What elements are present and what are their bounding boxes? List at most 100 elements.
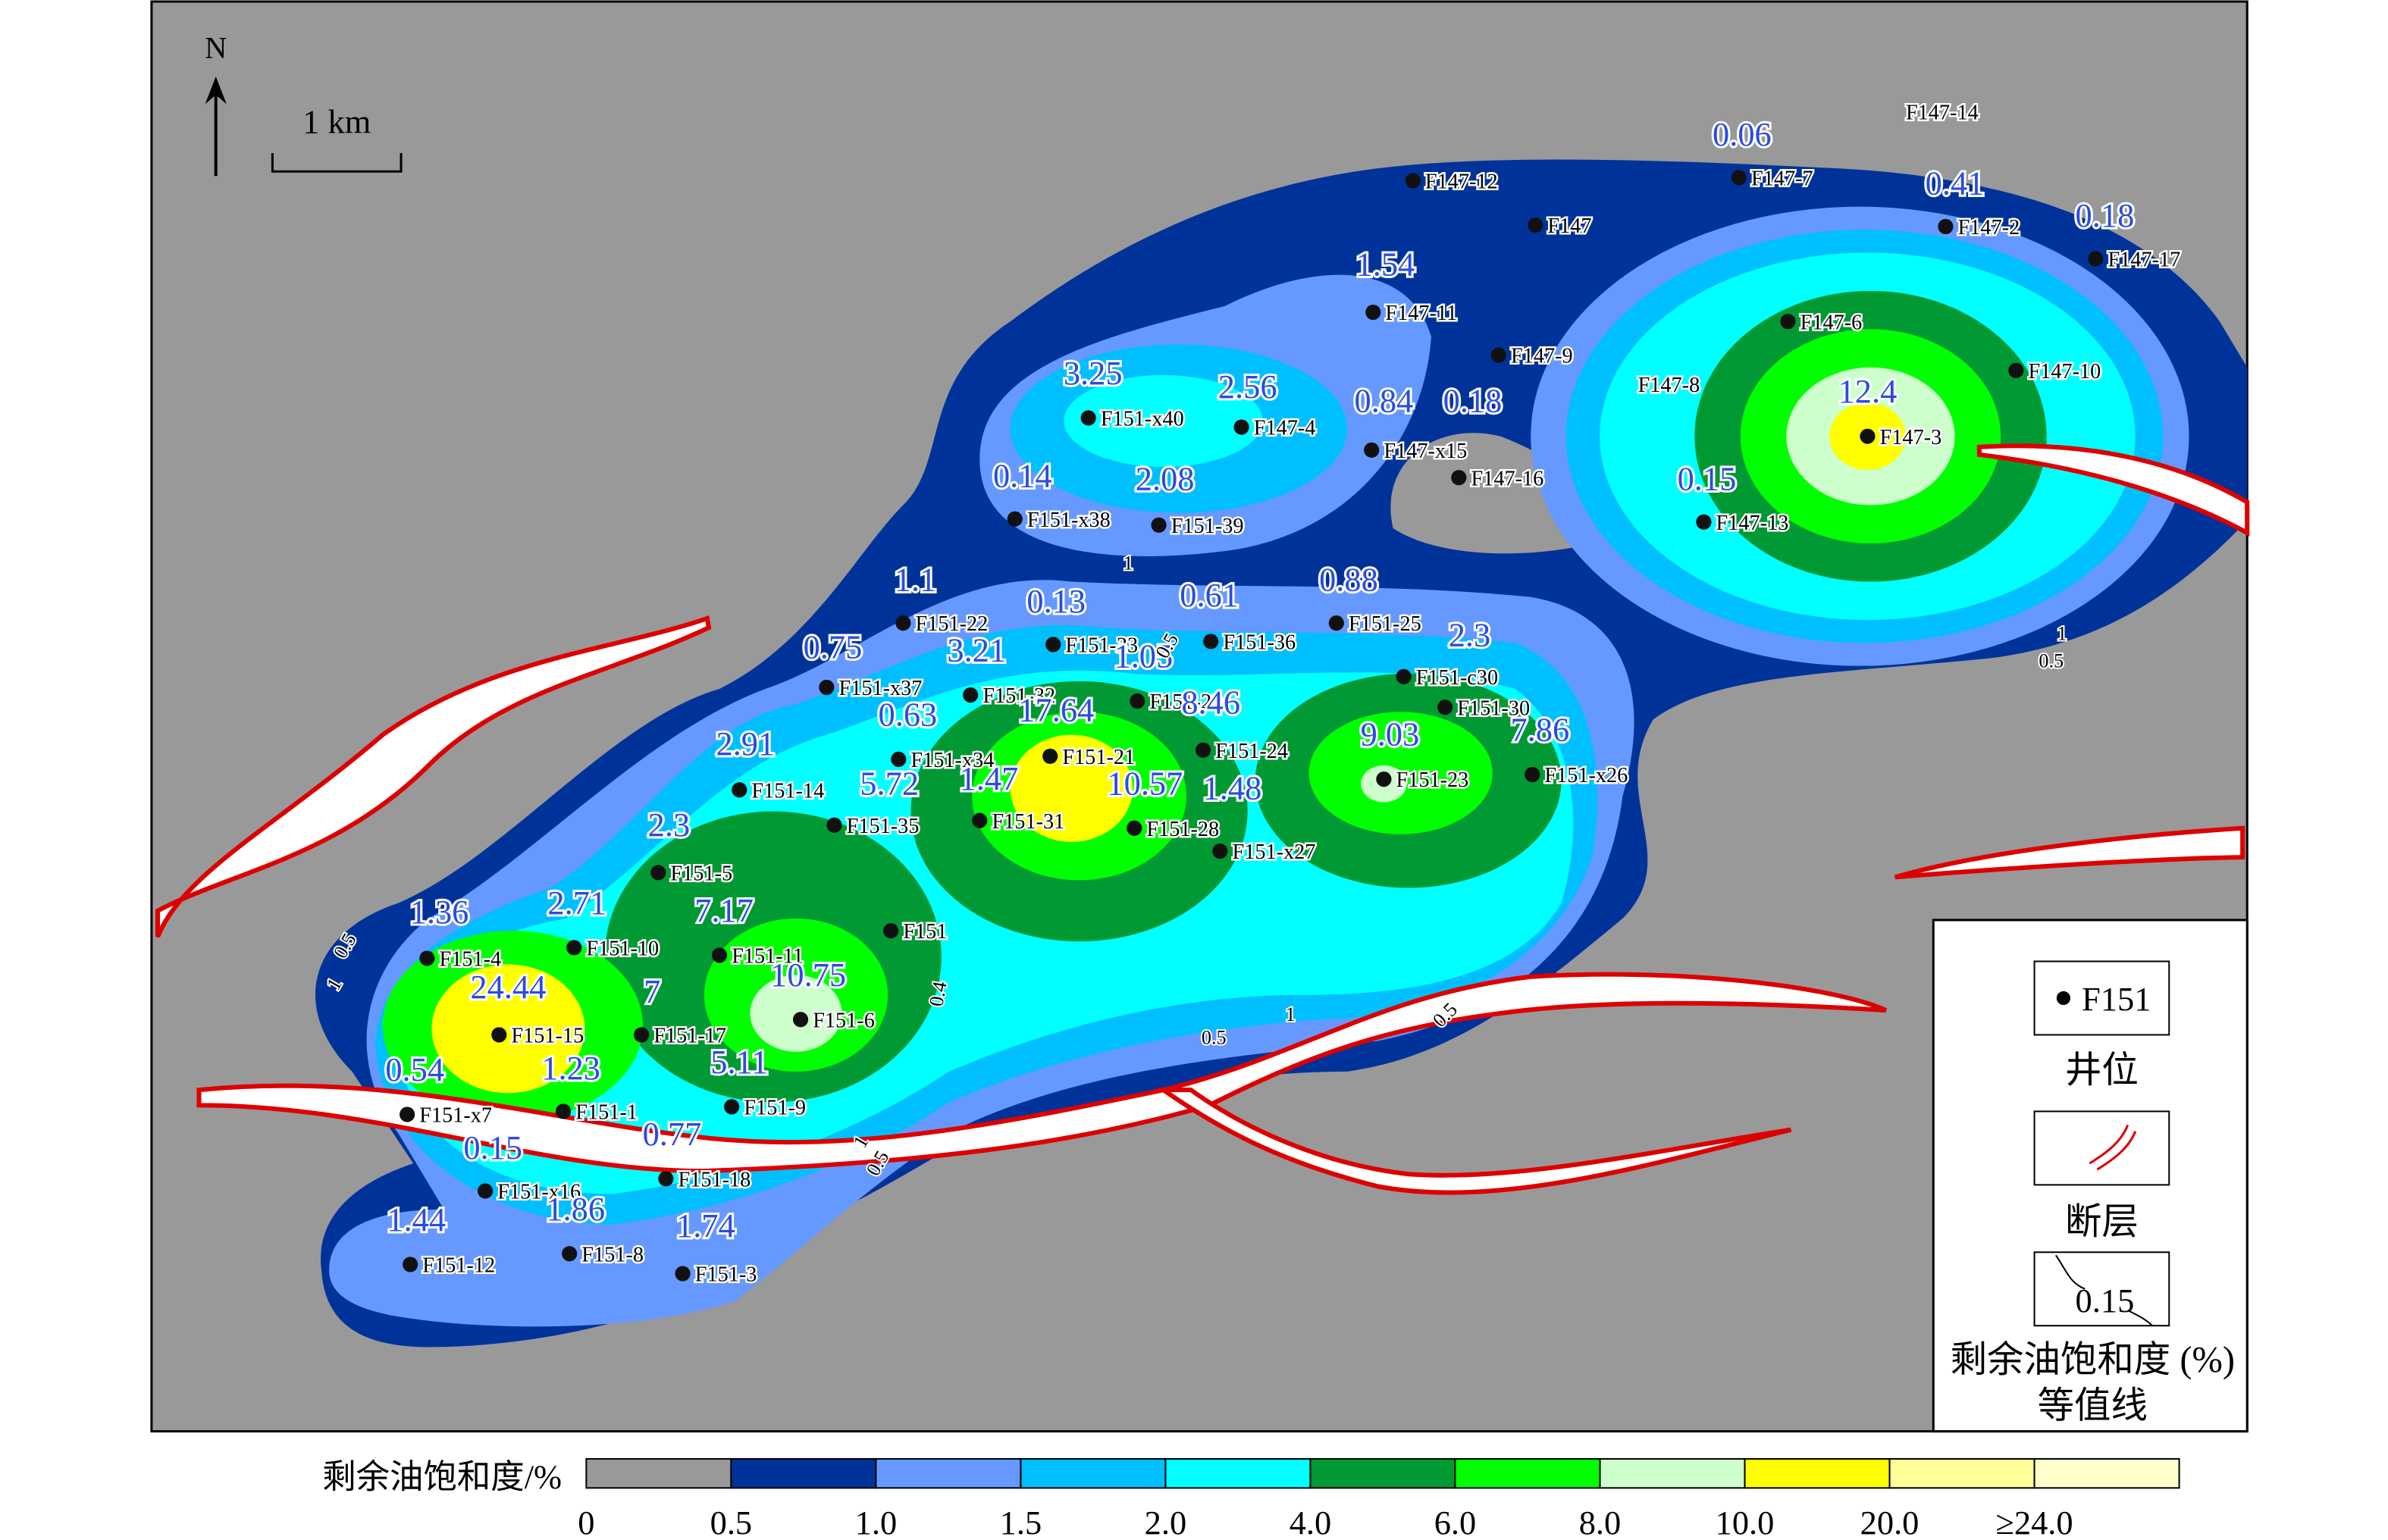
colorbar-swatch (1309, 1457, 1456, 1489)
contour-label: 0.5 (1202, 1027, 1227, 1049)
colorbar-swatch (1599, 1457, 1746, 1489)
well-name: F151-6 (813, 1009, 875, 1032)
well-dot (1376, 772, 1392, 787)
colorbar-swatch (2033, 1457, 2180, 1489)
colorbar-tick-label: ≥24.0 (1996, 1504, 2073, 1540)
well-dot (732, 782, 747, 798)
well-dot (1860, 428, 1876, 444)
well-name: F151-23 (1396, 768, 1469, 792)
well-name: F147-12 (1425, 170, 1498, 193)
colorbar-tick-label: 1.5 (1000, 1504, 1042, 1540)
well-value: 10.75 (770, 956, 846, 994)
colorbar-tick-label: 20.0 (1860, 1504, 1919, 1540)
well-name: F151-11 (732, 945, 804, 969)
wells: F147-14F147-12F147F147-70.06F147-20.41F1… (383, 99, 2182, 1288)
well-value: 5.72 (860, 764, 919, 802)
legend-contour-sample: 0.15 (2076, 1282, 2135, 1319)
well-name: F151-31 (992, 810, 1064, 834)
well-dot (1212, 843, 1228, 859)
contour-label: 1 (1123, 552, 1133, 574)
well-dot (650, 865, 666, 881)
well-name: F147-13 (1716, 512, 1789, 535)
colorbar-swatch (1454, 1457, 1601, 1489)
faults (155, 443, 2250, 1195)
well-value: 1.1 (895, 561, 937, 599)
well-value: 2.56 (1218, 368, 1277, 405)
well-dot (1365, 304, 1381, 321)
well-name: F151-29 (1149, 690, 1222, 714)
colorbar-tick-label: 0 (578, 1504, 594, 1540)
well-name: F147-3 (1880, 426, 1942, 449)
well-value: 1.36 (410, 893, 469, 931)
well-value: 3.25 (1064, 354, 1123, 392)
well-name: F151-14 (751, 779, 824, 803)
well-value: 1.05 (1114, 637, 1173, 675)
well-dot (1364, 442, 1380, 458)
north-label: N (205, 31, 227, 65)
well-dot (1196, 742, 1211, 758)
well-dot (826, 817, 842, 833)
well-value: 3.21 (947, 631, 1006, 669)
legend-fault: 断层 (2065, 1202, 2139, 1242)
well-value: 0.63 (879, 695, 938, 733)
well-dot (895, 615, 911, 631)
well-dot (419, 950, 435, 966)
colorbar-swatch (585, 1457, 732, 1489)
colorbar-tick-label: 4.0 (1290, 1504, 1332, 1540)
well-value: 5.11 (710, 1043, 768, 1081)
well-value: 2.08 (1136, 459, 1195, 497)
well-dot (1938, 218, 1954, 235)
well-name: F151-24 (1215, 740, 1288, 763)
well-value: 0.88 (1319, 561, 1378, 599)
well-value: 24.44 (470, 968, 546, 1006)
well-value: 1.48 (1203, 768, 1262, 806)
well-name: F147-10 (2028, 360, 2101, 383)
well-value: 1.74 (676, 1207, 735, 1244)
well-dot (491, 1027, 507, 1043)
well-name: F151 (903, 920, 947, 944)
well-dot (675, 1266, 691, 1282)
well-name: F151-22 (915, 612, 988, 636)
well-value: 10.57 (1107, 764, 1183, 802)
well-value: 7.86 (1510, 711, 1569, 749)
well-dot (711, 947, 728, 963)
colorbar-swatch (730, 1457, 877, 1489)
well-name: F151-36 (1223, 631, 1296, 654)
well-dot (1328, 615, 1344, 631)
well-name: F151-x26 (1544, 764, 1628, 787)
well-value: 0.13 (1026, 582, 1086, 620)
well-name: F151-12 (422, 1254, 495, 1278)
well-name: F147-17 (2108, 248, 2180, 271)
well-value: 2.3 (1449, 615, 1491, 653)
colorbar-swatch (1744, 1457, 1891, 1489)
well-value: 1.86 (546, 1190, 605, 1228)
well-name: F151-4 (440, 948, 502, 972)
well-dot (1233, 419, 1249, 435)
well-dot (400, 1106, 415, 1122)
well-value: 2.71 (547, 884, 606, 922)
well-dot (1045, 637, 1061, 653)
well-dot (2008, 362, 2024, 378)
well-name: F151-33 (1065, 634, 1138, 657)
well-name: F151-x7 (419, 1104, 492, 1128)
well-value: 9.03 (1361, 715, 1420, 753)
well-dot (562, 1246, 578, 1262)
colorbar-swatch (1020, 1457, 1167, 1489)
well-dot (478, 1183, 494, 1199)
well-value: 0.18 (2076, 196, 2135, 234)
well-name: F151-x16 (497, 1181, 581, 1204)
well-dot (658, 1171, 674, 1187)
well-dot (819, 679, 835, 696)
legend-contour-subtitle: 等值线 (2038, 1385, 2148, 1426)
well-value: 0.84 (1355, 381, 1414, 419)
well-dot (1451, 470, 1467, 486)
contour-label: 1 (2057, 622, 2067, 644)
well-name: F151-9 (744, 1096, 806, 1119)
well-value: 0.75 (804, 628, 863, 666)
well-name: F147-7 (1751, 167, 1813, 190)
well-value: 1.47 (960, 759, 1019, 797)
well-dot (1080, 410, 1096, 426)
colorbar-tick-label: 0.5 (710, 1504, 753, 1540)
well-name: F151-25 (1349, 612, 1421, 636)
